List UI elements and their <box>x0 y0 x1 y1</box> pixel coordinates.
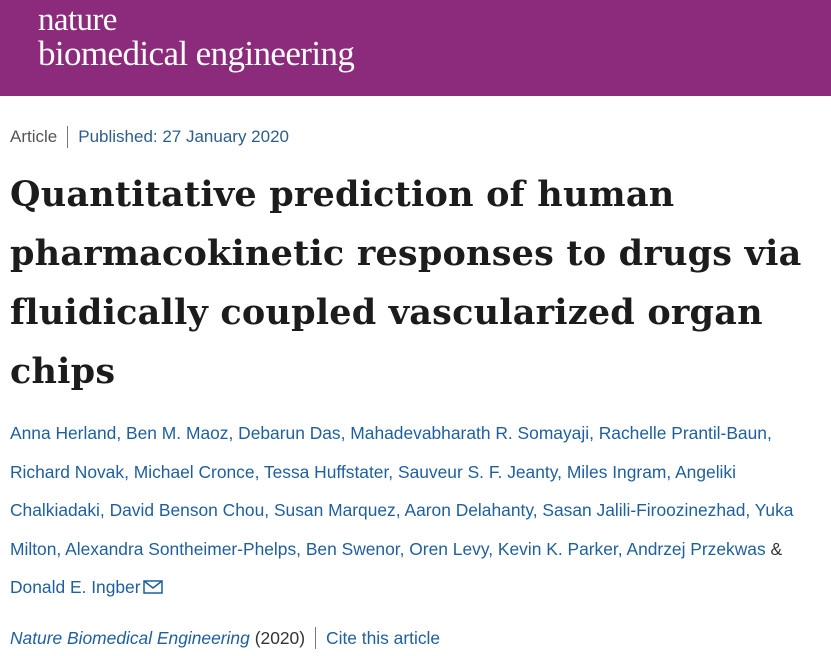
article-meta: Article Published: 27 January 2020 <box>10 126 289 148</box>
author-link[interactable]: Aaron Delahanty <box>404 500 533 520</box>
author-conjunction: & <box>765 538 783 559</box>
author-link[interactable]: Ben Swenor <box>305 538 400 559</box>
author-link[interactable]: Ben M. Maoz <box>126 423 229 443</box>
journal-logo[interactable]: nature biomedical engineering <box>38 2 355 73</box>
author-link[interactable]: Susan Marquez <box>273 500 396 520</box>
publication-year: (2020) <box>254 627 306 648</box>
author-link[interactable]: Angeliki Chalkiadaki <box>10 461 736 521</box>
article-type: Article <box>10 127 58 146</box>
author-link[interactable]: Debarun Das <box>238 423 341 443</box>
published-date: Published: 27 January 2020 <box>78 127 289 146</box>
citation-line: Nature Biomedical Engineering (2020) Cit… <box>10 627 440 649</box>
author-link[interactable]: Oren Levy <box>409 538 489 559</box>
author-link[interactable]: Yuka Milton <box>10 500 794 559</box>
author-link[interactable]: Mahadevabharath R. Somayaji <box>350 423 590 443</box>
citation-divider <box>315 627 317 649</box>
logo-line-biomedical-engineering: biomedical engineering <box>38 34 355 73</box>
author-link[interactable]: Alexandra Sontheimer-Phelps <box>65 538 297 559</box>
journal-header: nature biomedical engineering <box>0 0 831 96</box>
meta-divider <box>67 126 69 148</box>
author-link[interactable]: Tessa Huffstater <box>263 461 389 482</box>
author-link[interactable]: David Benson Chou <box>109 500 265 520</box>
author-link[interactable]: Rachelle Prantil-Baun <box>598 423 767 443</box>
author-link[interactable]: Donald E. Ingber <box>10 577 141 597</box>
author-link[interactable]: Sasan Jalili-Firoozinezhad <box>542 500 746 520</box>
logo-line-nature: nature <box>38 2 117 38</box>
author-link[interactable]: Miles Ingram <box>566 461 667 482</box>
author-link[interactable]: Michael Cronce <box>133 461 255 482</box>
author-link[interactable]: Sauveur S. F. Jeanty <box>397 461 558 482</box>
journal-name-link[interactable]: Nature Biomedical Engineering <box>10 627 250 648</box>
article-title: Quantitative prediction of human pharmac… <box>10 174 802 392</box>
cite-this-article-link[interactable]: Cite this article <box>326 627 441 648</box>
author-list: Anna Herland, Ben M. Maoz, Debarun Das, … <box>10 423 794 597</box>
author-link[interactable]: Anna Herland <box>10 423 117 443</box>
author-link[interactable]: Kevin K. Parker <box>497 538 618 559</box>
author-link[interactable]: Andrzej Przekwas <box>626 538 766 559</box>
mail-icon[interactable] <box>142 580 163 594</box>
author-link[interactable]: Richard Novak <box>10 461 125 482</box>
